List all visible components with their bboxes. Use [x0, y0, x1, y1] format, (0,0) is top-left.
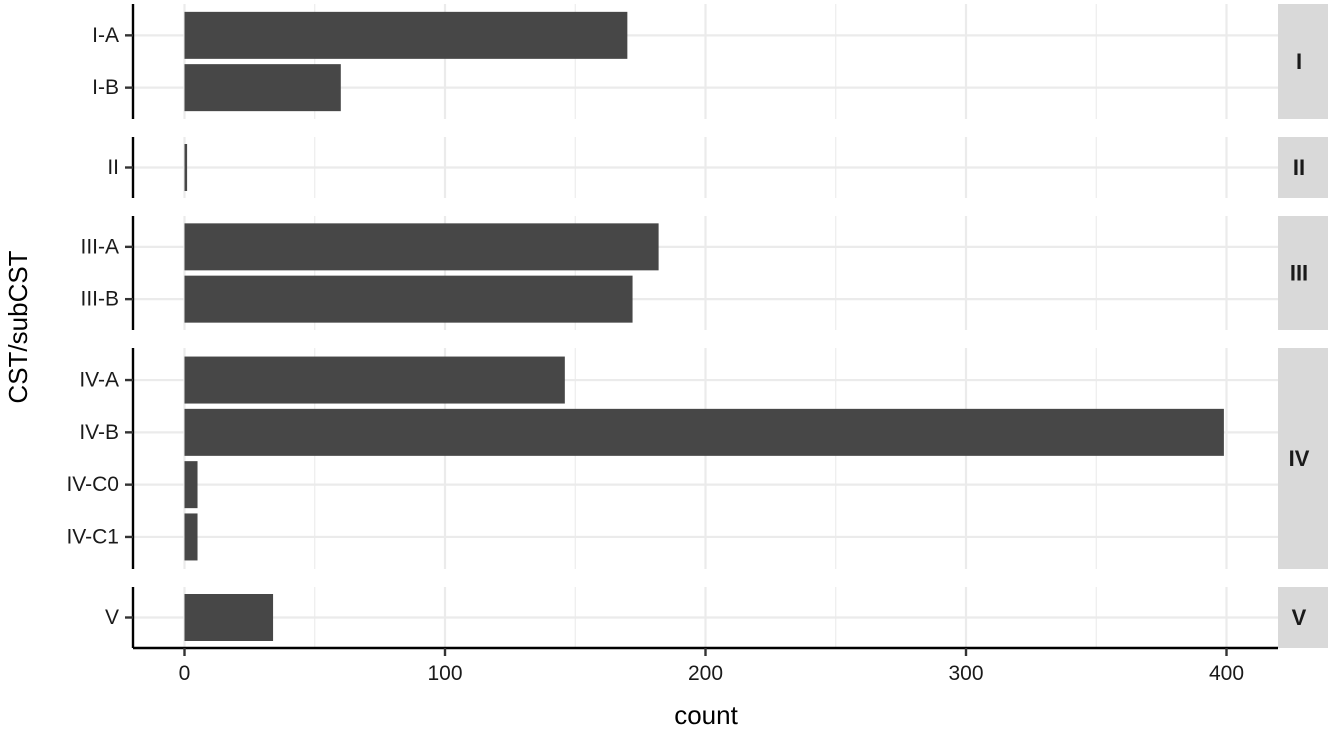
y-tick-label: IV-C0 [66, 473, 119, 496]
facet-strip-label: II [1293, 155, 1305, 180]
bar-V [184, 594, 274, 641]
facet-panel-IV: IV [133, 348, 1328, 569]
y-tick-label: IV-B [79, 421, 119, 444]
bar-IV-C1 [184, 513, 198, 561]
facet-panel-I: I [133, 4, 1328, 119]
facet-strip-label: III [1290, 261, 1308, 286]
facet-strip [1278, 4, 1328, 119]
x-tick-label: 400 [1209, 662, 1244, 685]
facet-panel-III: III [133, 216, 1328, 330]
x-tick-label: 300 [948, 662, 983, 685]
facet-strip [1278, 348, 1328, 569]
x-axis: 0 100 200 300 400 [133, 646, 1278, 685]
y-tick-label: II [107, 156, 119, 179]
facet-strip [1278, 137, 1328, 198]
y-tick-label: III-A [80, 235, 119, 258]
bar-I-B [184, 64, 341, 112]
facet-strip-label: V [1292, 605, 1307, 630]
y-tick-label: IV-C1 [66, 525, 119, 548]
y-tick-label: I-A [92, 24, 119, 47]
y-tick-label: I-B [92, 76, 119, 99]
bar-II [184, 144, 188, 191]
y-tick-label: V [105, 606, 119, 629]
x-tick-label: 200 [688, 662, 723, 685]
bar-I-A [184, 11, 628, 59]
x-axis-title: count [674, 700, 738, 729]
facet-panel-II: II [133, 137, 1328, 198]
x-tick-label: 0 [179, 662, 191, 685]
bar-IV-A [184, 356, 565, 404]
y-tick-label: III-B [80, 288, 119, 311]
y-tick-label: IV-A [79, 369, 119, 392]
bar-IV-C0 [184, 461, 198, 509]
bar-III-A [184, 223, 659, 271]
facet-strip-label: I [1296, 49, 1302, 74]
facet-strip-label: IV [1289, 446, 1310, 471]
bar-IV-B [184, 408, 1224, 456]
facet-strip [1278, 587, 1328, 648]
facet-strip [1278, 216, 1328, 330]
bar-III-B [184, 275, 633, 323]
y-axis-title: CST/subCST [3, 250, 33, 403]
y-axis: I-A I-B II III-A III-B IV-A IV-B IV-C0 IV-C1 V [66, 4, 135, 648]
x-tick-label: 100 [427, 662, 462, 685]
facet-panel-V: V [133, 587, 1328, 648]
